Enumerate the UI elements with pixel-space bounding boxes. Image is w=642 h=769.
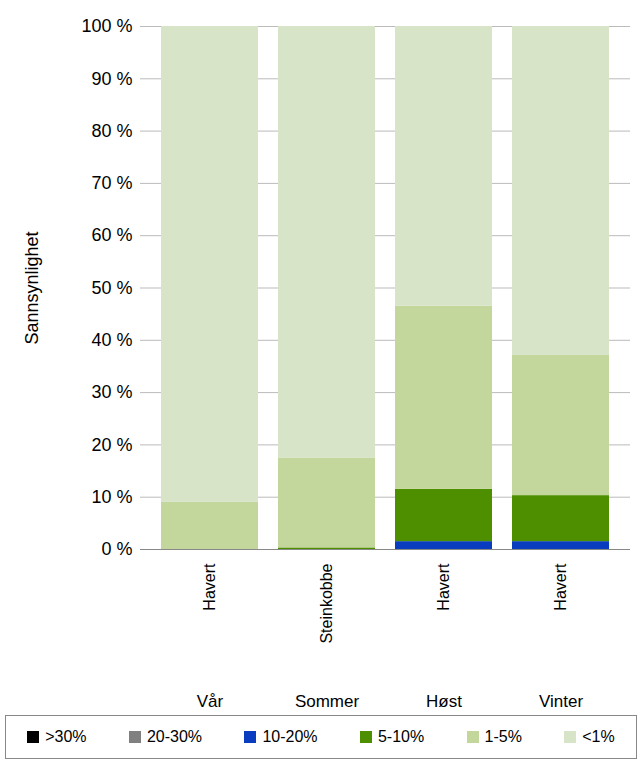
svg-text:40 %: 40 % xyxy=(91,330,132,350)
svg-text:60 %: 60 % xyxy=(91,225,132,245)
svg-text:50 %: 50 % xyxy=(91,278,132,298)
svg-text:Vår: Vår xyxy=(197,692,224,711)
svg-text:Havert: Havert xyxy=(201,563,218,611)
svg-text:70 %: 70 % xyxy=(91,173,132,193)
html-text:10-20%: 10-20% xyxy=(262,728,318,745)
svg-text:100 %: 100 % xyxy=(81,16,132,36)
svg-text:Sommer: Sommer xyxy=(295,692,360,711)
svg-text:0 %: 0 % xyxy=(101,539,132,559)
svg-text:Sannsynlighet: Sannsynlighet xyxy=(22,231,42,344)
html-text:20-30%: 20-30% xyxy=(146,728,203,745)
svg-text:Høst: Høst xyxy=(426,692,462,711)
html-text:1-5%: 1-5% xyxy=(484,728,522,745)
svg-text:10 %: 10 % xyxy=(91,487,132,507)
svg-text:30 %: 30 % xyxy=(91,382,132,402)
svg-text:90 %: 90 % xyxy=(91,69,132,89)
svg-text:Steinkobbe: Steinkobbe xyxy=(318,563,335,643)
svg-text:20 %: 20 % xyxy=(91,435,132,455)
svg-text:Havert: Havert xyxy=(435,563,452,611)
svg-text:80 %: 80 % xyxy=(91,121,132,141)
html-text:>30%: >30% xyxy=(45,728,87,745)
svg-text:Havert: Havert xyxy=(552,563,569,611)
html-text:<1%: <1% xyxy=(582,728,615,745)
svg-text:Vinter: Vinter xyxy=(539,692,583,711)
html-text:5-10%: 5-10% xyxy=(377,728,425,745)
